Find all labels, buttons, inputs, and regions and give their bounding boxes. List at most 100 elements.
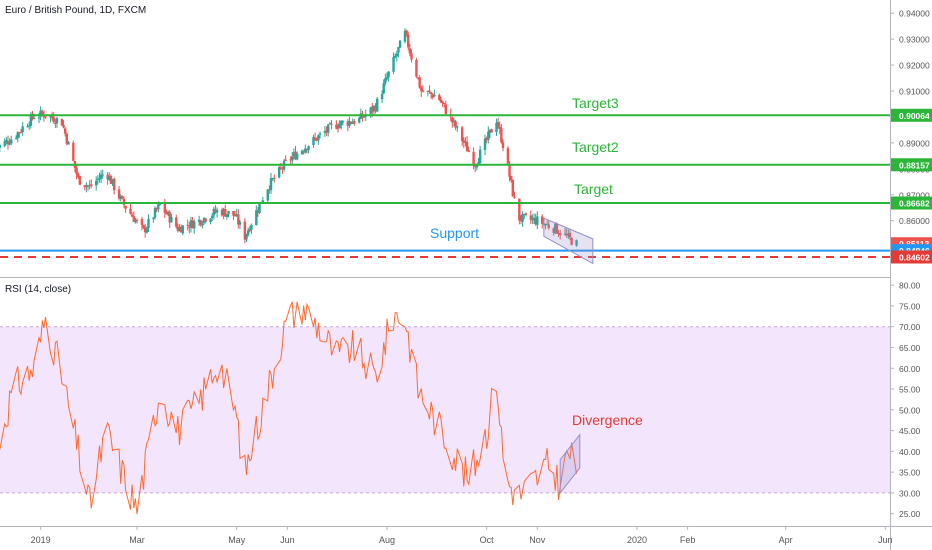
candle-body xyxy=(336,127,340,129)
candle-body xyxy=(243,221,247,240)
candle-body xyxy=(170,216,173,223)
price-tag xyxy=(891,108,932,122)
candle-body xyxy=(181,225,184,234)
candle-body xyxy=(158,204,162,206)
candle-body xyxy=(433,95,436,97)
candle-body xyxy=(14,137,18,139)
candle-body xyxy=(498,126,501,129)
candle-body xyxy=(88,185,91,187)
candle-body xyxy=(78,176,82,185)
candle-body xyxy=(362,116,366,118)
candle-body xyxy=(294,151,297,160)
candle-body xyxy=(529,215,532,220)
rsi-band-fill xyxy=(0,326,890,493)
target3-label: Target3 xyxy=(572,95,619,111)
rsi-axis[interactable]: 80.00 75.00 70.00 65.00 60.00 55.00 50.00 45.00… xyxy=(890,281,921,520)
candle-body xyxy=(478,149,482,163)
candle-body xyxy=(214,209,217,213)
candle-body xyxy=(157,204,160,210)
candle-body xyxy=(235,214,238,216)
candle-body xyxy=(421,90,425,92)
candle-body xyxy=(454,121,457,128)
candle-body xyxy=(3,141,6,146)
rsi-tick-label: 65.00 xyxy=(899,343,921,353)
candle-body xyxy=(65,133,68,144)
candle-body xyxy=(428,90,431,92)
candle-body xyxy=(108,176,111,180)
candle-body xyxy=(330,123,333,125)
time-tick-label: Mar xyxy=(129,535,145,545)
candle-body xyxy=(197,219,201,222)
candle-body xyxy=(513,196,516,198)
candle-body xyxy=(418,77,421,88)
candle-body xyxy=(315,137,318,141)
price-tick-label: 0.89000 xyxy=(899,138,930,148)
candle-body xyxy=(385,77,389,79)
candle-body xyxy=(477,162,480,166)
candle-body xyxy=(28,125,31,127)
candle-body xyxy=(144,227,147,233)
candle-body xyxy=(191,220,194,229)
candle-body xyxy=(29,114,33,126)
candle-body xyxy=(312,136,315,146)
candle-body xyxy=(277,167,281,178)
candle-body xyxy=(416,77,420,79)
candle-body xyxy=(289,159,292,161)
candle-body xyxy=(431,94,434,98)
rsi-tick-label: 35.00 xyxy=(899,468,921,478)
candle-body xyxy=(199,220,202,225)
candle-body xyxy=(523,213,526,215)
candle-body xyxy=(508,164,511,177)
candle-body xyxy=(75,167,78,175)
price-axis[interactable]: 0.940000.930000.920000.910000.900000.890… xyxy=(890,9,930,252)
price-tag xyxy=(891,158,932,172)
rsi-series xyxy=(0,301,577,514)
candle-body xyxy=(452,120,456,122)
price-channel-shape[interactable] xyxy=(543,217,594,265)
candle-body xyxy=(438,94,441,100)
candle-body xyxy=(295,153,299,160)
candle-body xyxy=(557,232,560,235)
candle-body xyxy=(189,220,193,228)
candle-body xyxy=(227,211,230,215)
candle-body xyxy=(460,127,464,142)
candle-body xyxy=(215,210,219,213)
candle-body xyxy=(83,185,86,187)
time-tick-label: 2020 xyxy=(627,535,647,545)
candle-body xyxy=(521,213,524,222)
candle-body xyxy=(86,185,90,187)
candle-body xyxy=(397,47,400,53)
symbol-title[interactable]: Euro / British Pound, 1D, FXCM xyxy=(5,5,146,16)
rsi-tick-label: 75.00 xyxy=(899,301,921,311)
candle-body xyxy=(142,225,145,228)
divergence-channel xyxy=(559,433,581,495)
divergence-label: Divergence xyxy=(572,412,643,428)
rsi-title[interactable]: RSI (14, close) xyxy=(5,284,71,295)
candle-body xyxy=(575,240,578,246)
candle-body xyxy=(403,30,407,42)
time-axis[interactable]: 2019 Mar May Jun Aug Oct Nov 2020 Feb Apr Jun xyxy=(31,526,893,545)
candle-body xyxy=(16,132,19,139)
candle-body xyxy=(565,234,568,236)
candle-body xyxy=(472,151,475,166)
candle-body xyxy=(261,200,265,204)
candle-body xyxy=(410,53,413,60)
candle-body xyxy=(186,225,189,227)
candle-body xyxy=(501,142,505,149)
candle-body xyxy=(408,48,412,54)
price-tag-label: 0.90064 xyxy=(899,111,930,121)
candle-body xyxy=(488,129,492,133)
candle-body xyxy=(246,230,250,236)
candle-body xyxy=(193,221,196,229)
candle-body xyxy=(341,121,345,123)
candle-body xyxy=(54,122,57,124)
candle-body xyxy=(202,217,206,223)
rsi-tick-label: 80.00 xyxy=(899,281,921,291)
rsi-tick-label: 60.00 xyxy=(899,364,921,374)
candle-body xyxy=(374,106,377,112)
candle-body xyxy=(222,208,225,216)
candle-body xyxy=(256,211,260,213)
divergence-channel-shape[interactable] xyxy=(559,433,581,495)
candle-body xyxy=(232,211,235,216)
